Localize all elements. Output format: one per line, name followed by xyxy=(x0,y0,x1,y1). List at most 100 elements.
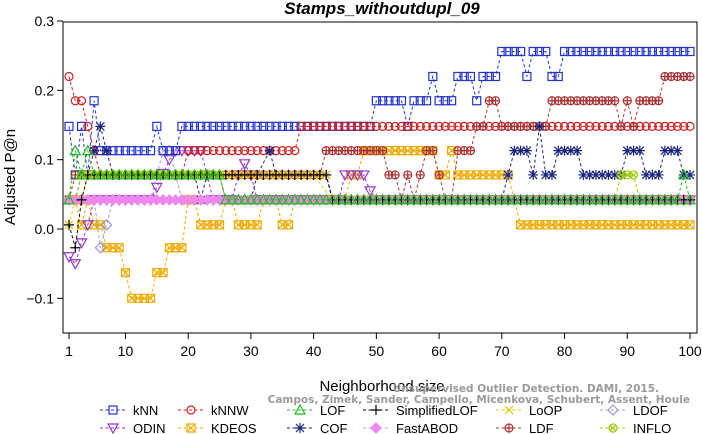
data-point-knn-70 xyxy=(497,46,507,57)
y-axis: −0.1 0.0 0.1 0.2 0.3 xyxy=(26,13,63,306)
data-point-knnw-98 xyxy=(672,121,683,131)
data-point-knn-91 xyxy=(628,46,639,57)
data-point-knnw-43 xyxy=(327,121,338,131)
data-point-knnw-36 xyxy=(283,146,294,156)
data-point-knn-53 xyxy=(390,96,400,106)
data-point-lof-32 xyxy=(257,193,270,205)
data-point-lof-6 xyxy=(94,168,107,180)
data-point-kdeos-100 xyxy=(685,220,695,230)
x-tick-label-7: 70 xyxy=(494,343,510,359)
data-point-knn-72 xyxy=(509,46,519,57)
data-point-knnw-54 xyxy=(396,121,407,131)
data-point-lof-22 xyxy=(194,168,207,180)
data-point-knn-36 xyxy=(283,121,294,131)
x-tick-label-8: 80 xyxy=(557,343,573,359)
data-point-ldf-53 xyxy=(390,170,400,180)
data-point-odin-46 xyxy=(345,170,358,182)
legend-item-ldof: LDOF xyxy=(600,403,668,418)
y-tick-label-2: 0.1 xyxy=(35,152,55,168)
data-point-knnw-84 xyxy=(585,121,595,131)
legend-marker-cof xyxy=(295,423,305,433)
data-point-lof-55 xyxy=(401,193,414,205)
data-point-lof-5 xyxy=(88,168,101,180)
data-point-ldf-57 xyxy=(415,170,425,180)
series-layer xyxy=(62,46,697,303)
data-point-knn-87 xyxy=(603,46,614,57)
data-point-cof-85 xyxy=(590,169,601,180)
data-point-knn-27 xyxy=(227,121,237,131)
data-point-kdeos-31 xyxy=(252,220,262,230)
x-tick-label-1: 10 xyxy=(118,343,134,359)
data-point-cof-91 xyxy=(628,145,639,156)
data-point-knnw-38 xyxy=(296,121,306,131)
legend-item-lof: LOF xyxy=(287,403,345,418)
data-point-lof-30 xyxy=(244,193,257,205)
legend-marker-simplifiedlof xyxy=(371,405,381,415)
data-point-kdeos-25 xyxy=(214,220,225,230)
x-tick-label-5: 50 xyxy=(369,343,385,359)
data-point-knnw-56 xyxy=(409,121,419,131)
legend-marker-knn xyxy=(108,405,118,415)
data-point-ldf-67 xyxy=(478,121,488,131)
data-point-knn-18 xyxy=(171,146,181,156)
series-line-kdeos xyxy=(69,148,690,299)
data-point-knnw-53 xyxy=(390,121,400,131)
data-point-knnw-96 xyxy=(660,121,670,131)
data-point-lof-88 xyxy=(608,193,621,205)
data-point-lof-4 xyxy=(81,144,94,156)
series-lof xyxy=(62,144,697,205)
data-point-lof-79 xyxy=(552,193,565,205)
data-point-cof-7 xyxy=(101,145,112,156)
data-point-cof-97 xyxy=(666,145,677,156)
x-tick-label-0: 1 xyxy=(65,343,73,359)
data-point-lof-45 xyxy=(338,193,352,205)
data-point-inflo-90 xyxy=(622,170,632,180)
watermark-line-2: Campos, Zimek, Sander, Campello, Micenko… xyxy=(268,394,690,406)
data-point-knn-79 xyxy=(553,71,563,82)
series-simplifiedlof xyxy=(64,169,695,253)
data-point-cof-93 xyxy=(641,169,652,180)
data-point-knn-56 xyxy=(409,96,419,106)
data-point-simplifiedlof-3 xyxy=(76,194,87,205)
data-point-lof-99 xyxy=(677,168,690,180)
data-point-knn-95 xyxy=(654,46,664,57)
series-line-cof xyxy=(69,126,690,201)
data-point-knnw-57 xyxy=(415,121,425,131)
legend-marker-fastabod xyxy=(370,422,382,434)
data-point-lof-84 xyxy=(583,193,596,205)
data-point-knn-59 xyxy=(428,71,438,82)
data-point-lof-64 xyxy=(458,193,471,205)
data-point-simplifiedlof-1 xyxy=(64,219,74,230)
y-tick-label-4: 0.3 xyxy=(35,13,55,29)
data-point-cof-82 xyxy=(572,145,583,156)
data-point-knn-65 xyxy=(465,71,476,82)
data-point-lof-44 xyxy=(332,193,345,205)
data-point-cof-92 xyxy=(634,145,645,156)
data-point-cof-94 xyxy=(647,169,658,180)
data-point-lof-91 xyxy=(627,193,640,205)
data-point-knnw-52 xyxy=(384,121,394,131)
data-point-knnw-21 xyxy=(189,146,200,156)
data-point-lof-1 xyxy=(62,193,76,205)
data-point-knn-32 xyxy=(258,121,269,131)
data-point-knnw-31 xyxy=(252,146,262,156)
data-point-knnw-3 xyxy=(76,96,87,106)
data-point-knnw-83 xyxy=(578,121,588,131)
data-point-knnw-64 xyxy=(459,121,469,131)
data-point-knn-85 xyxy=(591,46,601,57)
data-point-lof-95 xyxy=(652,193,665,205)
data-point-cof-33 xyxy=(264,145,275,156)
data-point-cof-100 xyxy=(685,169,695,180)
data-point-knnw-50 xyxy=(371,121,381,131)
data-point-knnw-30 xyxy=(246,146,256,156)
x-tick-label-4: 40 xyxy=(306,343,322,359)
watermark-line-1: Unsupervised Outlier Detection. DAMI, 20… xyxy=(393,383,659,395)
data-point-cof-6 xyxy=(95,121,106,132)
data-point-knn-19 xyxy=(177,121,187,131)
series-line-knnw xyxy=(68,76,690,176)
data-point-lof-31 xyxy=(251,193,264,205)
data-point-knn-97 xyxy=(666,46,676,57)
legend-item-knn: kNN xyxy=(100,403,158,418)
data-point-lof-56 xyxy=(407,193,421,205)
x-tick-label-9: 90 xyxy=(619,343,635,359)
